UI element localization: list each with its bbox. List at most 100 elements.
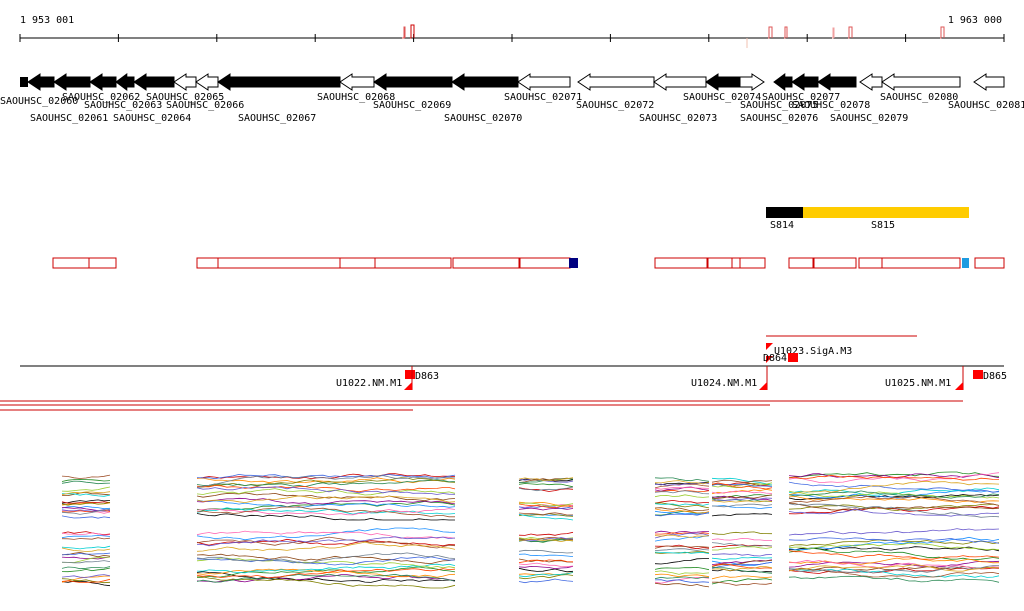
- expression-series-line: [61, 501, 111, 504]
- expression-series-line: [61, 501, 111, 506]
- feature-box[interactable]: [52, 257, 90, 269]
- feature-box[interactable]: [707, 257, 733, 269]
- gene-arrow[interactable]: [173, 73, 197, 91]
- feature-marker[interactable]: [962, 258, 969, 268]
- gene-label: SAOUHSC_02071: [504, 92, 582, 103]
- expression-series-line: [518, 549, 574, 554]
- feature-box[interactable]: [813, 257, 857, 269]
- gene-arrow[interactable]: [53, 73, 91, 91]
- gene-arrow[interactable]: [133, 73, 175, 91]
- expression-series-line: [654, 558, 710, 565]
- feature-box[interactable]: [739, 257, 766, 269]
- expression-series-line: [61, 491, 111, 496]
- gene-label: SAOUHSC_02075: [740, 100, 818, 111]
- gene-arrow[interactable]: [973, 73, 1005, 91]
- expression-series-line: [518, 478, 574, 483]
- gene-arrow[interactable]: [577, 73, 655, 91]
- gene-arrow[interactable]: [195, 73, 219, 91]
- expression-series-line: [711, 566, 773, 572]
- expression-series-line: [654, 503, 710, 506]
- expression-series-line: [61, 509, 111, 512]
- feature-box[interactable]: [881, 257, 961, 269]
- gene-label: SAOUHSC_02064: [113, 113, 191, 124]
- gene-arrow[interactable]: [27, 73, 55, 91]
- gene-arrow[interactable]: [817, 73, 857, 91]
- gene-arrow[interactable]: [791, 73, 819, 91]
- expression-block: [61, 474, 111, 519]
- segment-s814-label: S814: [770, 220, 794, 231]
- expression-series-line: [518, 537, 573, 542]
- gene-label-row: SAOUHSC_02060SAOUHSC_02061SAOUHSC_02062S…: [0, 92, 1024, 124]
- expression-series-line: [196, 530, 456, 539]
- expression-series-line: [654, 548, 710, 551]
- gene-label: SAOUHSC_02068: [317, 92, 395, 103]
- expression-series-line: [654, 490, 710, 495]
- segment-track: S814 S815: [766, 207, 969, 231]
- feature-box[interactable]: [654, 257, 708, 269]
- gene-arrow[interactable]: [705, 73, 741, 91]
- gene-arrow[interactable]: [451, 73, 519, 91]
- gene-arrow[interactable]: [217, 73, 341, 91]
- expression-series-line: [61, 537, 111, 540]
- expression-series-line: [61, 493, 111, 497]
- expression-series-line: [61, 486, 111, 492]
- segment-s815[interactable]: [803, 207, 969, 218]
- expression-series-line: [711, 477, 773, 486]
- promoter-flag[interactable]: [766, 356, 773, 363]
- expression-block: [61, 531, 111, 587]
- gene-arrow[interactable]: [517, 73, 571, 91]
- expression-series-line: [654, 510, 710, 515]
- promoter-flag[interactable]: [766, 343, 773, 350]
- feature-box[interactable]: [788, 257, 814, 269]
- expression-series-line: [711, 559, 773, 567]
- expression-series-line: [61, 547, 111, 552]
- gene-arrow[interactable]: [89, 73, 117, 91]
- expression-series-line: [196, 576, 456, 589]
- expression-series-line: [196, 568, 456, 578]
- expression-series-line: [654, 494, 710, 498]
- feature-box[interactable]: [88, 257, 117, 269]
- terminator-d863-marker[interactable]: [405, 370, 415, 379]
- expression-series-line: [61, 567, 111, 573]
- gene-arrow[interactable]: [339, 73, 375, 91]
- feature-box[interactable]: [974, 257, 1005, 269]
- feature-box[interactable]: [217, 257, 341, 269]
- terminator-d864-marker[interactable]: [788, 353, 798, 362]
- expression-series-line: [61, 532, 111, 536]
- expression-series-line: [518, 578, 574, 584]
- gene-stub[interactable]: [20, 77, 28, 87]
- feature-box[interactable]: [452, 257, 520, 269]
- expression-series-line: [196, 497, 456, 505]
- feature-box[interactable]: [731, 257, 741, 269]
- gene-arrow[interactable]: [859, 73, 883, 91]
- expression-series-line: [788, 550, 1000, 560]
- feature-box[interactable]: [374, 257, 452, 269]
- gene-arrow[interactable]: [115, 73, 135, 91]
- expression-series-line: [788, 480, 1000, 495]
- feature-box[interactable]: [339, 257, 376, 269]
- terminator-d865-marker[interactable]: [973, 370, 983, 379]
- transcription-unit-track: U1023.SigA.M3 D863 D864 D865 U1022.NM.M1…: [0, 335, 1007, 411]
- expression-series-line: [788, 536, 1000, 551]
- expression-series-line: [518, 504, 574, 508]
- expression-series-line: [711, 553, 773, 557]
- unit-u1025-label: U1025.NM.M1: [885, 378, 951, 389]
- expression-series-line: [788, 537, 1000, 544]
- expression-series-line: [61, 578, 111, 583]
- expression-series-line: [518, 572, 574, 578]
- feature-box[interactable]: [858, 257, 883, 269]
- gene-arrow[interactable]: [739, 73, 765, 91]
- feature-box[interactable]: [519, 257, 571, 269]
- feature-box[interactable]: [196, 257, 219, 269]
- expression-series-line: [197, 563, 456, 574]
- feature-marker[interactable]: [569, 258, 578, 268]
- gene-arrow[interactable]: [373, 73, 453, 91]
- gene-arrow[interactable]: [653, 73, 707, 91]
- segment-s814[interactable]: [766, 207, 803, 218]
- gene-arrow[interactable]: [773, 73, 793, 91]
- expression-profile-track: [61, 471, 1000, 589]
- expression-series-line: [654, 487, 710, 490]
- expression-block: [711, 531, 773, 586]
- expression-series-line: [654, 502, 710, 509]
- gene-arrow[interactable]: [881, 73, 961, 91]
